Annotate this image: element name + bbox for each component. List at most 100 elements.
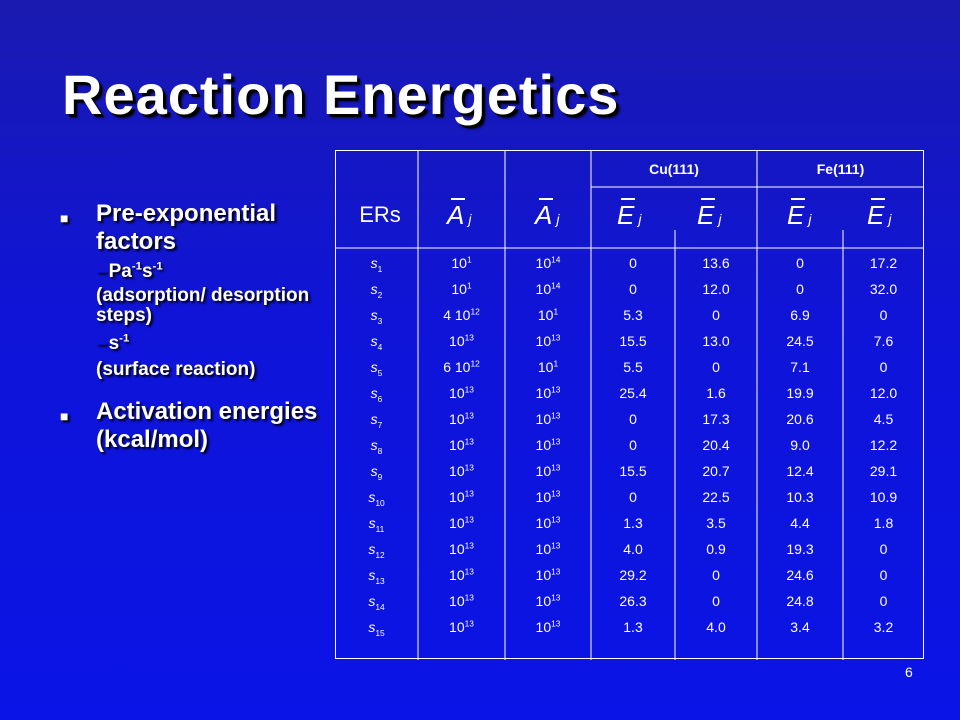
cell-base: 10 — [535, 385, 552, 401]
table-cell-cu-e-reverse: 0.9 — [706, 541, 726, 557]
table-cell-a-forward: 1013 — [418, 562, 505, 588]
table-cell-cu-e-reverse: 22.5 — [702, 489, 730, 505]
square-bullet-icon: ■ — [60, 408, 69, 424]
table-cell-a-reverse: 1014 — [505, 250, 591, 276]
table-cell-cu-e-forward: 4.0 — [623, 541, 643, 557]
table-cell-fe-e-reverse: 1.8 — [873, 515, 894, 531]
cell-exponent: 13 — [551, 592, 561, 603]
ers-symbol: s — [370, 463, 378, 479]
table-border — [335, 150, 924, 659]
cell-exponent: 13 — [464, 332, 474, 343]
table-cell-ers: s3 — [335, 302, 418, 328]
table-cell-fe-e-reverse: 0 — [879, 541, 888, 557]
cell-exponent: 13 — [551, 436, 561, 447]
cell-exponent: 13 — [551, 384, 561, 395]
cell-base: 10 — [535, 515, 552, 531]
header-ers: ERs — [359, 202, 401, 227]
cell-exponent: 13 — [464, 384, 474, 395]
table-cell-cu-e-reverse: 3.5 — [706, 515, 726, 531]
slide-title: Reaction Energetics — [62, 63, 620, 126]
table-cell-cu-e-reverse: 0 — [712, 593, 720, 609]
cell-exponent: 14 — [551, 280, 561, 291]
ers-index: 3 — [377, 315, 383, 326]
bullet-text: Pre-exponential factors — [96, 200, 277, 255]
table-cell-a-reverse: 1013 — [505, 484, 591, 510]
table-cell-a-reverse: 101 — [505, 354, 591, 380]
table-cell-ers: s14 — [335, 588, 418, 614]
cell-base: 10 — [449, 385, 465, 401]
table-cell-cu-e-forward: 0 — [629, 255, 637, 271]
cell-base: 10 — [535, 489, 552, 505]
table-cell-a-reverse: 1013 — [505, 458, 591, 484]
table-cell-fe-e-reverse: 7.6 — [873, 333, 894, 349]
table-cell-a-forward: 1013 — [418, 380, 505, 406]
table-cell-fe-e-forward: 10.3 — [786, 489, 814, 505]
cell-exponent: 14 — [551, 254, 561, 265]
table-cell-cu-e-forward: 25.4 — [619, 385, 647, 401]
table-cell-cu-e-forward: 0 — [629, 281, 637, 297]
table-cell-a-reverse: 1013 — [505, 562, 591, 588]
ers-index: 10 — [375, 497, 385, 508]
ers-index: 14 — [375, 601, 385, 612]
sub-bullet-note-surface: (surface reaction) — [96, 359, 256, 380]
bullet-pre-exponential: ■ Pre-exponential factors — [60, 200, 330, 256]
cell-exponent: 13 — [464, 618, 474, 629]
cell-exponent: 13 — [551, 488, 561, 499]
table-cell-ers: s1 — [335, 250, 418, 276]
table-cell-fe-e-forward: 24.5 — [786, 333, 814, 349]
column-fe-e-reverse: 17.2 32.0 0 7.6 0 12.0 4.5 12.2 29.1 10.9 1.8 0 0 0 3.… — [843, 250, 924, 640]
table-cell-ers: s6 — [335, 380, 418, 406]
table-cell-fe-e-reverse: 0 — [879, 307, 888, 323]
table-cell-cu-e-forward: 15.5 — [619, 463, 647, 479]
cell-base: 10 — [449, 567, 465, 583]
cell-exponent: 13 — [464, 462, 474, 473]
ers-index: 15 — [375, 627, 385, 638]
table-cell-fe-e-forward: 9.0 — [790, 437, 810, 453]
cell-exponent: 13 — [464, 436, 474, 447]
table-cell-ers: s4 — [335, 328, 418, 354]
ers-symbol: s — [370, 437, 378, 453]
ers-index: 6 — [377, 393, 383, 404]
cell-base: 10 — [535, 541, 552, 557]
ers-symbol: s — [368, 567, 376, 583]
ers-symbol: s — [370, 359, 378, 375]
table-cell-cu-e-forward: 1.3 — [623, 515, 643, 531]
table-cell-a-reverse: 1013 — [505, 614, 591, 640]
table-cell-fe-e-reverse: 0 — [879, 567, 888, 583]
bullet-list: ■ Pre-exponential factors – Pa-1s-1 (adso… — [60, 200, 330, 454]
table-cell-fe-e-reverse: 12.2 — [869, 437, 898, 453]
bullet-activation: ■ Activation energies (kcal/mol) — [60, 398, 330, 454]
table-cell-cu-e-forward: 5.5 — [623, 359, 643, 375]
table-cell-ers: s5 — [335, 354, 418, 380]
table-cell-a-forward: 1013 — [418, 328, 505, 354]
table-cell-cu-e-reverse: 0 — [712, 567, 720, 583]
cell-exponent: 13 — [551, 514, 561, 525]
cell-base: 10 — [449, 437, 465, 453]
table-cell-a-forward: 101 — [418, 250, 505, 276]
table-cell-fe-e-reverse: 3.2 — [873, 619, 894, 635]
column-cu-e-forward: 0 0 5.3 15.5 5.5 25.4 0 0 15.5 0 1.3 4.0 29.2 26.3 1.3 — [591, 250, 675, 640]
table-cell-a-forward: 1013 — [418, 484, 505, 510]
ers-symbol: s — [368, 541, 376, 557]
table-cell-fe-e-reverse: 32.0 — [869, 281, 898, 297]
table-cell-fe-e-reverse: 0 — [879, 593, 888, 609]
cell-base: 10 — [535, 411, 552, 427]
table-cell-ers: s7 — [335, 406, 418, 432]
table-cell-a-reverse: 1013 — [505, 588, 591, 614]
table-cell-cu-e-forward: 0 — [629, 411, 637, 427]
ers-index: 7 — [377, 419, 383, 430]
sub-bullet-s: – s-1 — [96, 332, 130, 354]
cell-exponent: 1 — [553, 358, 559, 369]
table-cell-cu-e-forward: 26.3 — [619, 593, 647, 609]
table-cell-cu-e-forward: 15.5 — [619, 333, 647, 349]
table-cell-a-reverse: 1013 — [505, 406, 591, 432]
table-cell-ers: s11 — [335, 510, 418, 536]
table-cell-a-reverse: 1013 — [505, 536, 591, 562]
cell-exponent: 1 — [466, 280, 472, 291]
cell-exponent: 13 — [551, 410, 561, 421]
table-cell-a-forward: 1013 — [418, 432, 505, 458]
cell-base: 10 — [454, 307, 471, 323]
